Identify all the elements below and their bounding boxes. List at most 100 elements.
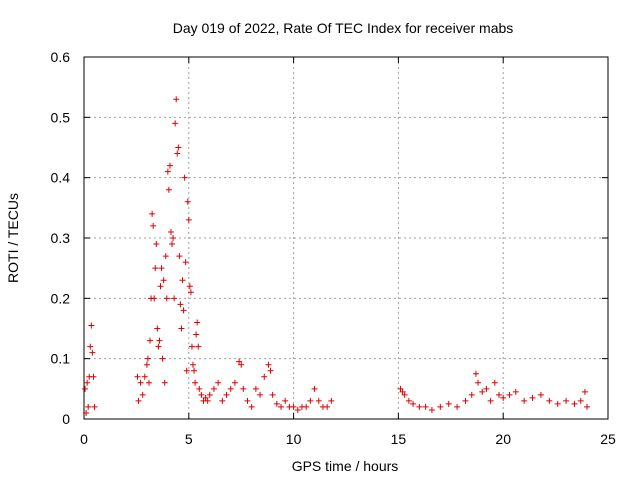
data-point [584, 403, 591, 410]
data-point [170, 235, 177, 241]
x-tick-label: 0 [80, 431, 88, 447]
data-point [219, 397, 226, 404]
data-point [90, 373, 97, 380]
data-point [188, 343, 195, 350]
y-tick-label: 0.5 [51, 109, 71, 125]
data-point [428, 406, 435, 413]
chart-title: Day 019 of 2022, Rate Of TEC Index for r… [173, 20, 514, 36]
y-tick-label: 0.4 [51, 170, 71, 186]
data-point [506, 391, 513, 398]
data-point [166, 162, 173, 169]
data-point [191, 367, 198, 374]
data-point [89, 349, 96, 356]
data-point [401, 391, 408, 398]
data-point [202, 394, 209, 401]
data-point [454, 403, 461, 410]
data-point [196, 385, 203, 392]
data-point [85, 403, 92, 410]
y-tick-label: 0.1 [51, 351, 71, 367]
data-point [184, 198, 191, 205]
data-point [152, 265, 159, 272]
x-tick-label: 5 [185, 431, 193, 447]
data-point [410, 400, 417, 407]
data-point [244, 397, 251, 404]
data-point [145, 379, 152, 386]
data-point [261, 373, 268, 380]
data-point [500, 394, 507, 401]
data-point [187, 289, 194, 296]
data-point [537, 391, 544, 398]
data-point [563, 397, 570, 404]
data-point [88, 322, 95, 329]
data-point [405, 397, 412, 404]
data-point [144, 355, 151, 362]
data-point [176, 253, 183, 260]
data-point [496, 391, 503, 398]
x-tick-label: 10 [286, 431, 302, 447]
axis-ticks [83, 56, 609, 420]
grid-lines [84, 57, 608, 419]
data-point [206, 391, 213, 398]
data-point [267, 367, 274, 374]
data-point [160, 277, 167, 284]
data-point [91, 403, 98, 410]
y-axis-label: ROTI / TECUs [5, 193, 21, 283]
data-point [521, 397, 528, 404]
data-point [475, 379, 482, 386]
data-point [177, 301, 184, 308]
data-point [204, 397, 211, 404]
data-point [324, 403, 331, 410]
data-point [462, 397, 469, 404]
data-point [294, 406, 301, 413]
data-point [154, 325, 161, 332]
data-point [164, 168, 171, 175]
data-point [173, 96, 180, 103]
data-point [82, 385, 89, 392]
data-point [198, 391, 205, 398]
data-point [149, 210, 156, 217]
y-axis-tick-labels: 0 0.1 0.2 0.3 0.4 0.5 0.6 [51, 49, 71, 427]
data-point [186, 283, 193, 290]
data-point [153, 241, 160, 248]
data-point [150, 222, 157, 229]
data-point [163, 295, 170, 302]
data-point [135, 397, 142, 404]
data-point [416, 403, 423, 410]
data-point [83, 409, 90, 416]
data-point [282, 397, 289, 404]
data-point [479, 388, 486, 395]
data-point [195, 343, 202, 350]
data-point [167, 228, 174, 235]
data-point [328, 397, 335, 404]
data-point [554, 400, 561, 407]
data-point [181, 174, 188, 181]
data-point [273, 400, 280, 407]
data-point [210, 385, 217, 392]
y-tick-label: 0.6 [51, 49, 71, 65]
data-point [157, 283, 164, 290]
data-point [215, 379, 222, 386]
data-point [158, 265, 165, 272]
data-point [155, 343, 162, 350]
data-point [143, 361, 150, 368]
data-point [269, 391, 276, 398]
data-point [182, 259, 189, 266]
data-point [472, 370, 479, 377]
data-point [223, 391, 230, 398]
data-point [238, 361, 245, 368]
data-point [315, 397, 322, 404]
data-point [278, 403, 285, 410]
data-point [236, 358, 243, 365]
data-point [161, 379, 168, 386]
data-point [265, 361, 272, 368]
data-point [581, 388, 588, 395]
data-point [240, 385, 247, 392]
x-tick-label: 25 [600, 431, 616, 447]
data-point [141, 373, 148, 380]
data-point [185, 216, 192, 223]
data-point [162, 253, 169, 260]
data-point [87, 343, 94, 350]
data-point [422, 403, 429, 410]
data-point [231, 379, 238, 386]
data-point [179, 277, 186, 284]
